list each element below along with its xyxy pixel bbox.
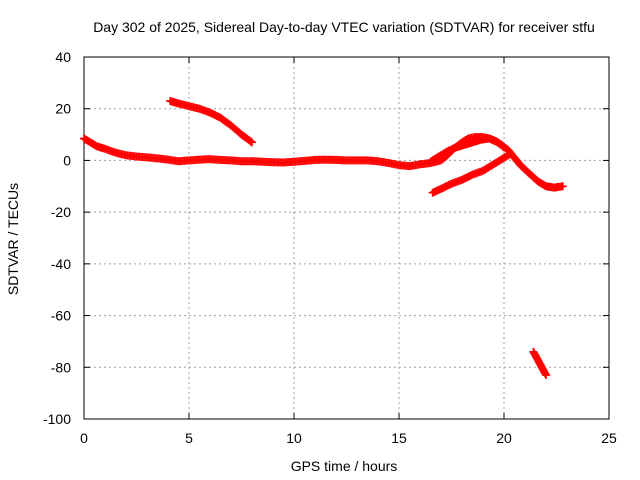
series-track-5: [529, 347, 550, 380]
y-tick-label: -100: [43, 411, 71, 427]
x-tick-label: 20: [496, 430, 512, 446]
y-tick-label: 40: [55, 49, 71, 65]
series-track-4: [428, 149, 515, 197]
data-point: [248, 138, 256, 147]
plot-frame: [83, 56, 610, 420]
x-tick-label: 15: [391, 430, 407, 446]
series-track-3: [426, 134, 508, 166]
series-track-2: [166, 96, 256, 147]
data-marks: [80, 96, 567, 380]
x-tick-label: 0: [80, 430, 88, 446]
y-tick-label: -40: [51, 256, 71, 272]
data-point: [506, 149, 515, 158]
axis-ticks: 0 5 10 15 20 25 -100 -80 -60 -40 -20 0 20 40: [43, 49, 617, 446]
chart-title: Day 302 of 2025, Sidereal Day-to-day VTE…: [93, 19, 595, 35]
data-point: [558, 182, 567, 191]
data-point: [500, 143, 508, 152]
data-point: [246, 137, 255, 146]
grid-lines: [84, 57, 609, 419]
x-tick-label: 10: [286, 430, 302, 446]
y-tick-label: -80: [51, 359, 71, 375]
y-tick-label: -20: [51, 204, 71, 220]
data-point: [542, 371, 550, 380]
series-track-1: [80, 133, 567, 192]
y-axis-label: SDTVAR / TECUs: [5, 183, 21, 295]
y-tick-label: -60: [51, 308, 71, 324]
x-tick-label: 25: [601, 430, 617, 446]
data-point: [498, 142, 507, 151]
y-tick-label: 20: [55, 101, 71, 117]
y-tick-label: 0: [63, 152, 71, 168]
x-tick-label: 5: [185, 430, 193, 446]
x-axis-label: GPS time / hours: [291, 458, 398, 474]
